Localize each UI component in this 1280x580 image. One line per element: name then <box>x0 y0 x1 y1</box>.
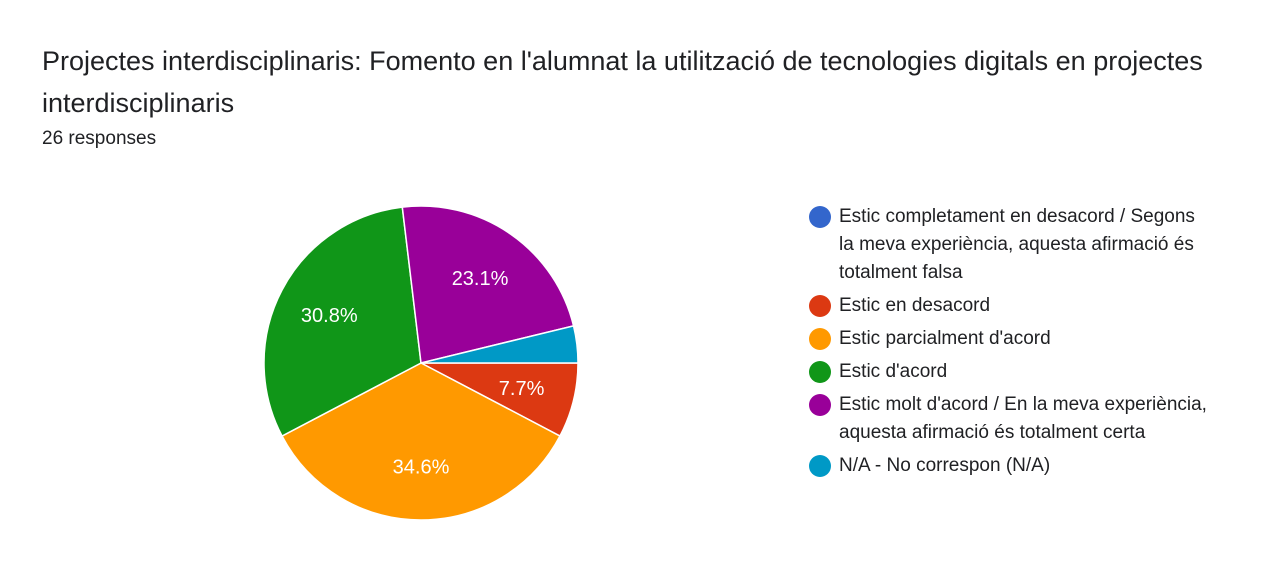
pie-slice-3[interactable] <box>263 206 422 438</box>
slice-label-2: 34.6% <box>393 457 450 479</box>
legend-label: Estic parcialment d'acord <box>839 328 1051 349</box>
legend-dot-icon <box>809 361 831 383</box>
slice-label-3: 30.8% <box>301 305 358 327</box>
response-count: 26 responses <box>42 128 157 149</box>
legend-item-5[interactable]: N/A - No correspon (N/A) <box>808 452 1228 480</box>
pie-slice-2[interactable] <box>281 362 561 521</box>
legend-item-0[interactable]: Estic completament en desacord / Segons … <box>808 203 1228 287</box>
chart-title: Projectes interdisciplinaris: Fomento en… <box>42 46 1203 118</box>
legend-label: N/A - No correspon (N/A) <box>839 455 1051 476</box>
legend-label: Estic en desacord <box>839 295 991 316</box>
legend-dot-icon <box>809 206 831 228</box>
legend-label: Estic molt d'acord / En la meva experièn… <box>839 394 1207 443</box>
legend-dot-icon <box>809 455 831 477</box>
pie-slice-4[interactable] <box>401 205 575 364</box>
legend-dot-icon <box>809 394 831 416</box>
legend-item-2[interactable]: Estic parcialment d'acord <box>808 325 1228 353</box>
legend-item-1[interactable]: Estic en desacord <box>808 292 1228 320</box>
legend-dot-icon <box>809 295 831 317</box>
chart-legend: Estic completament en desacord / Segons … <box>808 203 1228 485</box>
legend-label: Estic d'acord <box>839 361 948 382</box>
legend-item-3[interactable]: Estic d'acord <box>808 358 1228 386</box>
pie-slice-5[interactable] <box>420 324 579 364</box>
slice-label-1: 7.7% <box>499 378 545 400</box>
legend-item-4[interactable]: Estic molt d'acord / En la meva experièn… <box>808 391 1228 447</box>
legend-dot-icon <box>809 328 831 350</box>
legend-label: Estic completament en desacord / Segons … <box>839 206 1195 283</box>
slice-label-4: 23.1% <box>452 268 509 290</box>
